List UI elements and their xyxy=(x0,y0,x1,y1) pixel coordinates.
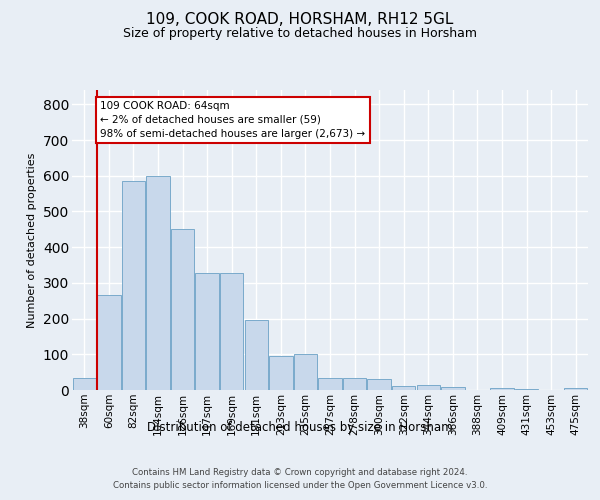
Bar xyxy=(97,296,121,390)
Bar xyxy=(73,378,96,390)
Text: 109 COOK ROAD: 64sqm
← 2% of detached houses are smaller (59)
98% of semi-detach: 109 COOK ROAD: 64sqm ← 2% of detached ho… xyxy=(100,100,365,138)
Bar xyxy=(122,181,145,390)
Bar xyxy=(220,273,244,390)
Bar xyxy=(441,387,464,390)
Bar xyxy=(367,380,391,390)
Text: Contains HM Land Registry data © Crown copyright and database right 2024.: Contains HM Land Registry data © Crown c… xyxy=(132,468,468,477)
Bar xyxy=(416,384,440,390)
Text: Contains public sector information licensed under the Open Government Licence v3: Contains public sector information licen… xyxy=(113,480,487,490)
Bar xyxy=(319,378,341,390)
Bar xyxy=(171,230,194,390)
Bar xyxy=(196,273,219,390)
Text: 109, COOK ROAD, HORSHAM, RH12 5GL: 109, COOK ROAD, HORSHAM, RH12 5GL xyxy=(146,12,454,28)
Bar xyxy=(343,378,366,390)
Y-axis label: Number of detached properties: Number of detached properties xyxy=(27,152,37,328)
Bar xyxy=(564,388,587,390)
Text: Distribution of detached houses by size in Horsham: Distribution of detached houses by size … xyxy=(147,421,453,434)
Bar xyxy=(146,176,170,390)
Bar xyxy=(245,320,268,390)
Text: Size of property relative to detached houses in Horsham: Size of property relative to detached ho… xyxy=(123,28,477,40)
Bar xyxy=(490,388,514,390)
Bar xyxy=(294,354,317,390)
Bar xyxy=(269,356,293,390)
Bar xyxy=(392,386,415,390)
